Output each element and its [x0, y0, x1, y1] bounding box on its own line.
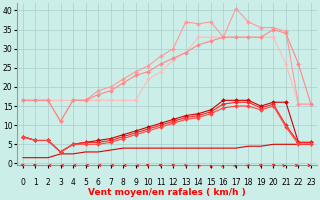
- X-axis label: Vent moyen/en rafales ( km/h ): Vent moyen/en rafales ( km/h ): [88, 188, 246, 197]
